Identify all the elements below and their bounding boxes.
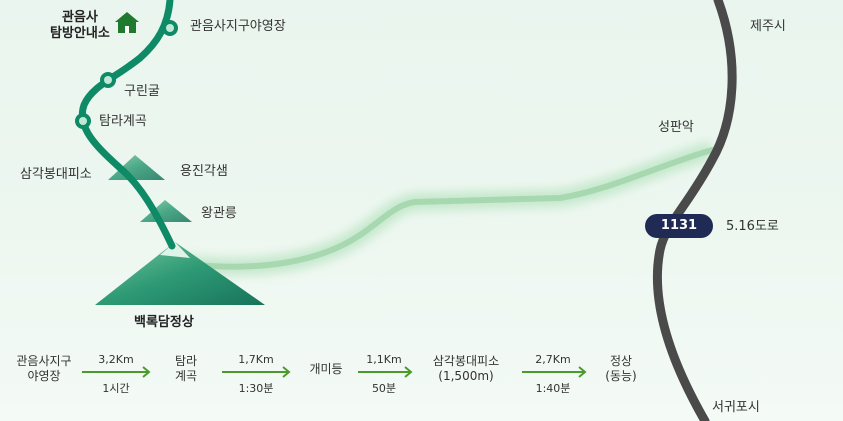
stop-marker-gurin-cave	[100, 72, 116, 88]
segment-distance-2: 1,7Km	[238, 353, 274, 366]
stop-label-yongjingak-spring: 용진각샘	[180, 164, 228, 179]
segment-time-3: 50분	[371, 382, 397, 395]
peak-label-seongpanak: 성판악	[658, 120, 694, 135]
segment-distance-3: 1,1Km	[366, 353, 402, 366]
stop-marker-campsite	[162, 20, 178, 36]
segment-distance-1: 3,2Km	[98, 353, 134, 366]
house-icon	[115, 12, 139, 33]
segment-time-4: 1:40분	[535, 382, 571, 395]
stop-label-gurin-cave: 구린굴	[124, 84, 160, 99]
stop-label-tamna-valley: 탐라계곡	[99, 114, 147, 129]
road-name-label: 5.16도로	[726, 219, 779, 234]
stop-label-wanggwanneung: 왕관릉	[201, 206, 237, 221]
city-label-seogwipo: 서귀포시	[712, 400, 760, 415]
road-number-badge: 1131	[645, 214, 713, 238]
route-step-samgakbong: 삼각봉대피소 (1,500m)	[432, 354, 500, 383]
gwaneumsa-trail	[78, 0, 176, 250]
seongpanak-trail	[182, 147, 715, 270]
summit-mountain	[95, 242, 265, 305]
route-step-gaemideung: 개미등	[309, 362, 343, 376]
summit-snowcap	[160, 242, 190, 258]
route-step-summit: 정상 (동능)	[605, 354, 637, 383]
ranger-station-label: 관음사 탐방안내소	[50, 10, 110, 41]
stop-label-samgakbong-shelter: 삼각봉대피소	[20, 167, 92, 182]
summit-label: 백록담정상	[134, 315, 194, 330]
route-step-campsite: 관음사지구 야영장	[16, 354, 72, 383]
road-1131	[653, 0, 737, 421]
stop-label-campsite: 관음사지구야영장	[190, 19, 286, 34]
seongpanak-trail-glow	[184, 141, 715, 276]
segment-time-1: 1시간	[102, 382, 130, 395]
route-step-tamna-valley: 탐라 계곡	[174, 354, 198, 383]
segment-time-2: 1:30분	[238, 382, 274, 395]
city-label-jeju: 제주시	[750, 19, 786, 34]
wanggwallleung-hill	[140, 200, 192, 222]
route-arrows	[82, 366, 587, 378]
stop-marker-tamna-valley	[75, 113, 91, 129]
segment-distance-4: 2,7Km	[535, 353, 571, 366]
